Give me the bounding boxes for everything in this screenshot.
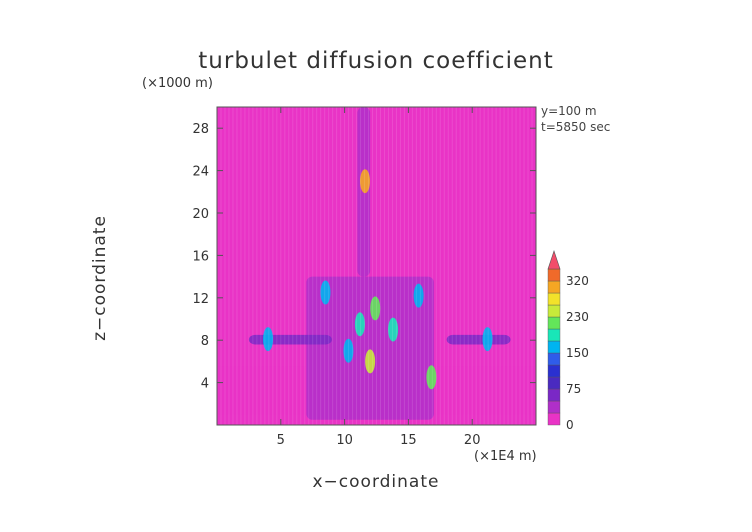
heatmap-hotspot <box>354 312 365 337</box>
heatmap-field <box>217 107 536 425</box>
annotation-y-position: y=100 m <box>541 104 597 118</box>
colorbar-tick-label: 150 <box>566 346 589 360</box>
heatmap-region <box>446 334 511 345</box>
heatmap-region <box>306 276 434 420</box>
x-tick-label: 5 <box>277 433 285 448</box>
heatmap-hotspot <box>426 365 437 390</box>
colorbar-segment <box>547 340 561 354</box>
heatmap-hotspot <box>413 283 424 308</box>
colorbar-tick-label: 230 <box>566 310 589 324</box>
colorbar-segment <box>547 376 561 390</box>
colorbar-extend-arrow <box>547 250 561 270</box>
x-axis-label: x−coordinate <box>312 472 440 492</box>
heatmap-hotspot <box>320 280 331 305</box>
colorbar-segment <box>547 316 561 330</box>
x-tick-label: 15 <box>400 433 417 448</box>
plot-frame <box>216 106 537 426</box>
y-tick-label: 16 <box>192 249 209 264</box>
colorbar-segment <box>547 292 561 306</box>
colorbar-segment <box>547 388 561 402</box>
y-tick-label: 12 <box>192 292 209 307</box>
colorbar-segment <box>547 364 561 378</box>
y-tick-label: 4 <box>201 377 209 392</box>
colorbar-tick-label: 0 <box>566 418 574 432</box>
colorbar-segment <box>547 280 561 294</box>
colorbar-segment <box>547 352 561 366</box>
y-tick-label: 24 <box>192 165 209 180</box>
colorbar-segment <box>547 304 561 318</box>
y-axis-unit: (×1000 m) <box>142 76 213 91</box>
colorbar-tick-label: 75 <box>566 382 581 396</box>
x-tick-label: 20 <box>464 433 481 448</box>
colorbar-segment <box>547 328 561 342</box>
x-axis-unit: (×1E4 m) <box>474 449 537 464</box>
chart-title: turbulet diffusion coefficient <box>198 48 554 74</box>
y-tick-label: 8 <box>201 334 209 349</box>
heatmap-hotspot <box>370 296 381 321</box>
heatmap-hotspot <box>365 349 376 374</box>
x-tick-label: 10 <box>336 433 353 448</box>
heatmap-hotspot <box>343 338 354 363</box>
colorbar-segment <box>547 412 561 426</box>
heatmap-hotspot <box>482 327 493 352</box>
y-tick-label: 20 <box>192 207 209 222</box>
heatmap-hotspot <box>263 327 274 352</box>
annotation-time: t=5850 sec <box>541 120 611 134</box>
colorbar-segment <box>547 268 561 282</box>
colorbar-segment <box>547 400 561 414</box>
heatmap-hotspot <box>388 317 399 342</box>
y-tick-label: 28 <box>192 122 209 137</box>
heatmap-hotspot <box>360 169 371 194</box>
colorbar-tick-label: 320 <box>566 274 589 288</box>
